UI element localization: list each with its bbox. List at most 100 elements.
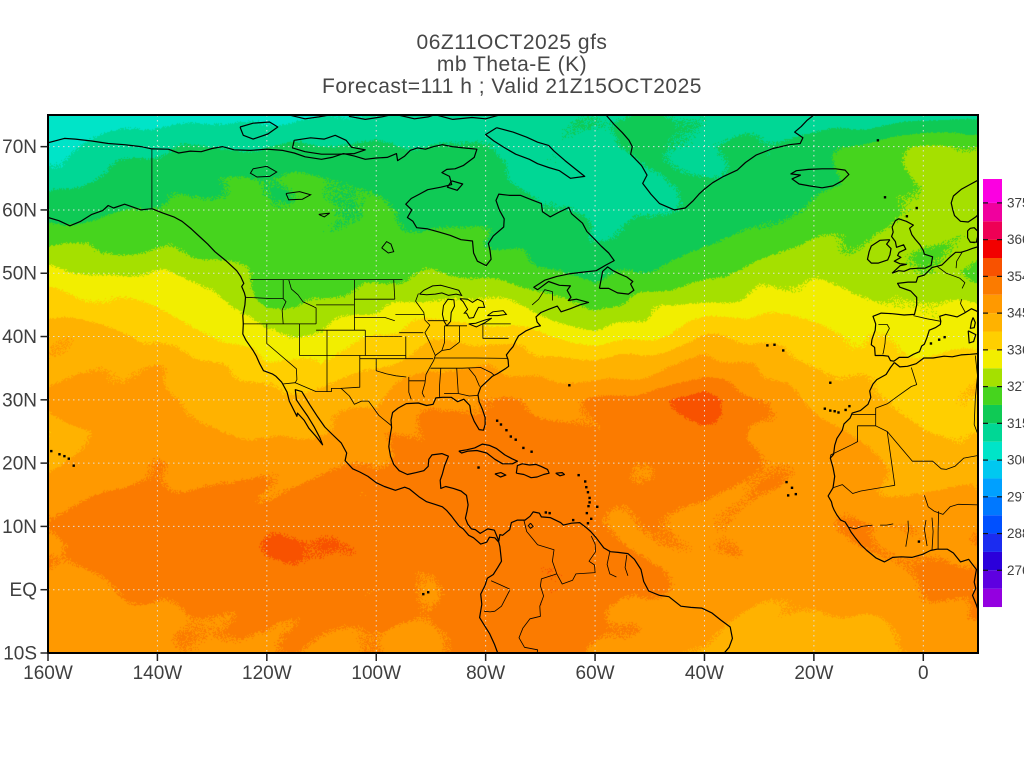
political-border <box>456 368 459 394</box>
colorbar-label: 297 <box>1007 489 1024 504</box>
island-dot <box>584 480 587 483</box>
colorbar-segment <box>983 221 1002 240</box>
coastline <box>969 317 976 329</box>
political-border <box>829 414 877 459</box>
island-dot <box>937 338 941 341</box>
colorbar-segment <box>983 423 1002 442</box>
lat-tick-label: 10S <box>3 644 37 665</box>
coastline <box>48 203 503 653</box>
colorbar-segment <box>983 386 1002 405</box>
island-dot <box>848 404 851 408</box>
political-border <box>340 355 361 389</box>
lon-tick-label: 60W <box>576 663 615 684</box>
lon-tick-label: 0 <box>918 663 929 684</box>
colorbar-segment <box>983 551 1002 571</box>
island-dot <box>577 473 580 477</box>
island-dot <box>427 591 430 594</box>
coastline-layer <box>48 115 978 653</box>
lake-outline <box>381 240 395 254</box>
island-dot <box>505 429 508 432</box>
lon-tick-label: 100W <box>351 663 401 684</box>
coastline <box>515 463 550 479</box>
political-border <box>848 524 873 530</box>
island-dot <box>586 491 590 494</box>
coastline <box>866 239 892 264</box>
island-dot <box>915 206 918 210</box>
political-border <box>913 315 941 322</box>
political-border <box>875 367 918 415</box>
political-border <box>458 393 479 397</box>
coastline <box>967 227 978 243</box>
colorbar-segment <box>983 478 1002 497</box>
lake-outline <box>419 284 463 297</box>
coastline <box>436 115 500 120</box>
political-border <box>924 495 935 512</box>
island-dot <box>585 485 588 489</box>
colorbar-segment <box>983 331 1002 350</box>
island-dot <box>943 335 946 339</box>
lon-tick-label: 40W <box>685 663 724 684</box>
island-dot <box>837 411 840 414</box>
political-border <box>880 523 894 526</box>
lat-tick-label: 10N <box>2 517 37 538</box>
lon-tick-label: 20W <box>794 663 833 684</box>
political-border <box>354 317 395 322</box>
colorbar-segment <box>983 515 1002 534</box>
colorbar-segment <box>983 179 1002 203</box>
political-border <box>624 554 629 576</box>
island-dot <box>596 505 599 508</box>
political-border <box>936 265 966 289</box>
coastline <box>893 353 978 368</box>
political-border <box>282 382 392 427</box>
lat-tick-label: 20N <box>2 454 37 475</box>
coastline <box>967 330 977 344</box>
island-dot <box>876 139 880 142</box>
coastline <box>485 127 586 179</box>
island-dot <box>773 343 776 346</box>
lake-outline <box>527 522 534 529</box>
coastline <box>891 218 934 274</box>
colorbar-segment <box>983 496 1002 516</box>
island-dot <box>509 435 513 438</box>
islands-layer <box>50 139 946 596</box>
island-dot <box>544 511 548 514</box>
island-dot <box>782 349 785 352</box>
lake-outline <box>487 310 508 317</box>
lon-tick-label: 120W <box>242 663 292 684</box>
colorbar-segment <box>983 404 1002 424</box>
island-dot <box>929 342 933 345</box>
colorbar-label: 327 <box>1007 379 1024 394</box>
lake-outline <box>318 212 330 218</box>
island-dot <box>829 409 832 412</box>
lake-outline <box>285 191 312 201</box>
lake-outline <box>441 298 456 327</box>
political-border <box>878 324 890 355</box>
lat-tick-label: 30N <box>2 390 37 411</box>
coastline <box>605 115 815 211</box>
political-border <box>518 520 558 653</box>
political-border <box>606 551 617 578</box>
coastline <box>870 246 978 362</box>
graticule-layer <box>48 115 978 653</box>
colorbar-segment <box>983 258 1002 277</box>
political-border <box>955 252 963 269</box>
borders-layer <box>151 148 978 653</box>
coastline <box>291 134 366 155</box>
map-frame <box>47 114 979 654</box>
political-border <box>288 279 317 324</box>
island-dot <box>590 517 593 521</box>
theta-e-field-canvas <box>48 115 978 653</box>
island-dot <box>766 344 769 347</box>
colorbar-label: 345 <box>1007 306 1024 321</box>
political-border <box>408 377 412 400</box>
lat-tick-label: 70N <box>2 137 37 158</box>
colorbar-segment <box>983 570 1002 589</box>
political-border <box>245 296 284 299</box>
colorbar-segment <box>983 460 1002 479</box>
political-border <box>960 299 966 313</box>
lon-tick-label: 140W <box>133 663 183 684</box>
political-border <box>934 503 978 515</box>
lake-outline <box>468 317 492 328</box>
